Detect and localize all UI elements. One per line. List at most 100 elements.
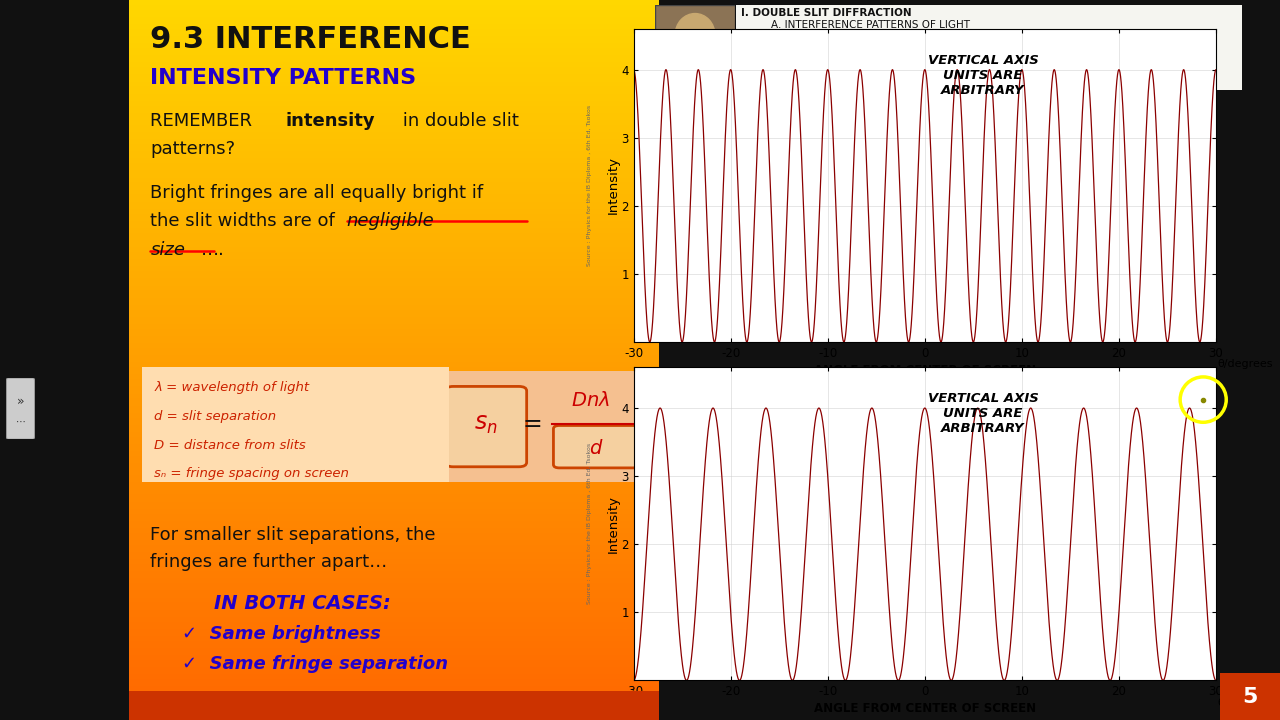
Text: fringes are further apart…: fringes are further apart…: [151, 553, 388, 571]
Bar: [129, 617, 659, 619]
Bar: [129, 14, 659, 17]
Bar: [129, 425, 659, 427]
Bar: [129, 189, 659, 192]
Text: REMEMBER: REMEMBER: [151, 112, 259, 130]
Bar: [129, 461, 659, 463]
Bar: [129, 449, 659, 451]
Bar: [129, 607, 659, 610]
Text: θ/degrees: θ/degrees: [1217, 698, 1272, 708]
Bar: [129, 5, 659, 7]
Bar: [129, 96, 659, 99]
Bar: [129, 91, 659, 94]
Bar: [129, 502, 659, 504]
Bar: [129, 650, 659, 653]
Bar: [129, 175, 659, 178]
Bar: [129, 243, 659, 245]
Bar: [129, 266, 659, 269]
Bar: [129, 588, 659, 590]
Bar: [129, 466, 659, 468]
Bar: [129, 0, 659, 2]
Bar: [129, 331, 659, 333]
Bar: [129, 65, 659, 67]
Bar: [129, 506, 659, 509]
Bar: [129, 590, 659, 593]
Bar: [129, 338, 659, 341]
Bar: [129, 564, 659, 567]
Bar: [129, 634, 659, 636]
Bar: [129, 171, 659, 173]
Bar: [129, 621, 659, 624]
Bar: [129, 151, 659, 153]
Bar: [129, 238, 659, 240]
Bar: [129, 185, 659, 187]
Bar: [129, 117, 659, 120]
Bar: [129, 691, 659, 693]
Bar: [129, 574, 659, 576]
Bar: [129, 648, 659, 650]
Bar: [129, 468, 659, 470]
Bar: [129, 315, 659, 317]
Bar: [129, 538, 659, 540]
Bar: [129, 684, 659, 686]
FancyBboxPatch shape: [445, 387, 526, 467]
Bar: [129, 297, 659, 300]
Text: =: =: [522, 413, 543, 436]
Bar: [129, 12, 659, 14]
Bar: [129, 420, 659, 423]
Bar: [129, 161, 659, 163]
Text: II. MULTIPLE SLIT DIFFRACTION: II. MULTIPLE SLIT DIFFRACTION: [741, 55, 924, 65]
Bar: [129, 504, 659, 506]
Text: sₙ = fringe spacing on screen: sₙ = fringe spacing on screen: [155, 467, 349, 480]
Text: VERTICAL AXIS
UNITS ARE
ARBITRARY: VERTICAL AXIS UNITS ARE ARBITRARY: [928, 392, 1038, 436]
Bar: [129, 523, 659, 526]
Bar: [129, 319, 659, 322]
Bar: [129, 439, 659, 441]
Bar: [129, 125, 659, 127]
Bar: [129, 463, 659, 466]
Bar: [129, 571, 659, 574]
Bar: [129, 675, 659, 677]
Bar: [129, 81, 659, 84]
Bar: [129, 516, 659, 518]
Bar: [129, 562, 659, 564]
Bar: [129, 31, 659, 34]
Bar: [129, 703, 659, 706]
Text: patterns?: patterns?: [151, 140, 236, 158]
Bar: [129, 113, 659, 115]
Bar: [129, 348, 659, 351]
Bar: [129, 261, 659, 264]
Bar: [129, 50, 659, 53]
X-axis label: ANGLE FROM CENTER OF SCREEN: ANGLE FROM CENTER OF SCREEN: [814, 364, 1036, 377]
Circle shape: [675, 14, 714, 56]
Bar: [129, 418, 659, 420]
Bar: [129, 482, 659, 485]
Bar: [129, 24, 659, 27]
Bar: [129, 264, 659, 266]
Bar: [129, 629, 659, 631]
Bar: [129, 94, 659, 96]
Bar: [129, 456, 659, 459]
Bar: [129, 22, 659, 24]
Bar: [129, 137, 659, 139]
Bar: [129, 199, 659, 202]
Bar: [129, 444, 659, 446]
Bar: [129, 557, 659, 559]
Bar: [129, 259, 659, 261]
Y-axis label: Intensity: Intensity: [607, 156, 620, 215]
Bar: [129, 542, 659, 545]
Bar: [129, 427, 659, 430]
Bar: [129, 317, 659, 319]
Bar: [129, 374, 659, 377]
Bar: [129, 312, 659, 315]
Text: C. INTENSITY PATTERNS: C. INTENSITY PATTERNS: [772, 43, 913, 53]
Bar: [129, 665, 659, 667]
Bar: [129, 235, 659, 238]
Bar: [129, 99, 659, 101]
Bar: [129, 283, 659, 286]
Text: VERTICAL AXIS
UNITS ARE
ARBITRARY: VERTICAL AXIS UNITS ARE ARBITRARY: [928, 54, 1038, 97]
Bar: [129, 367, 659, 369]
Bar: [129, 408, 659, 410]
Text: the slit widths are of: the slit widths are of: [151, 212, 340, 230]
Text: »: »: [17, 395, 24, 408]
Bar: [129, 139, 659, 142]
